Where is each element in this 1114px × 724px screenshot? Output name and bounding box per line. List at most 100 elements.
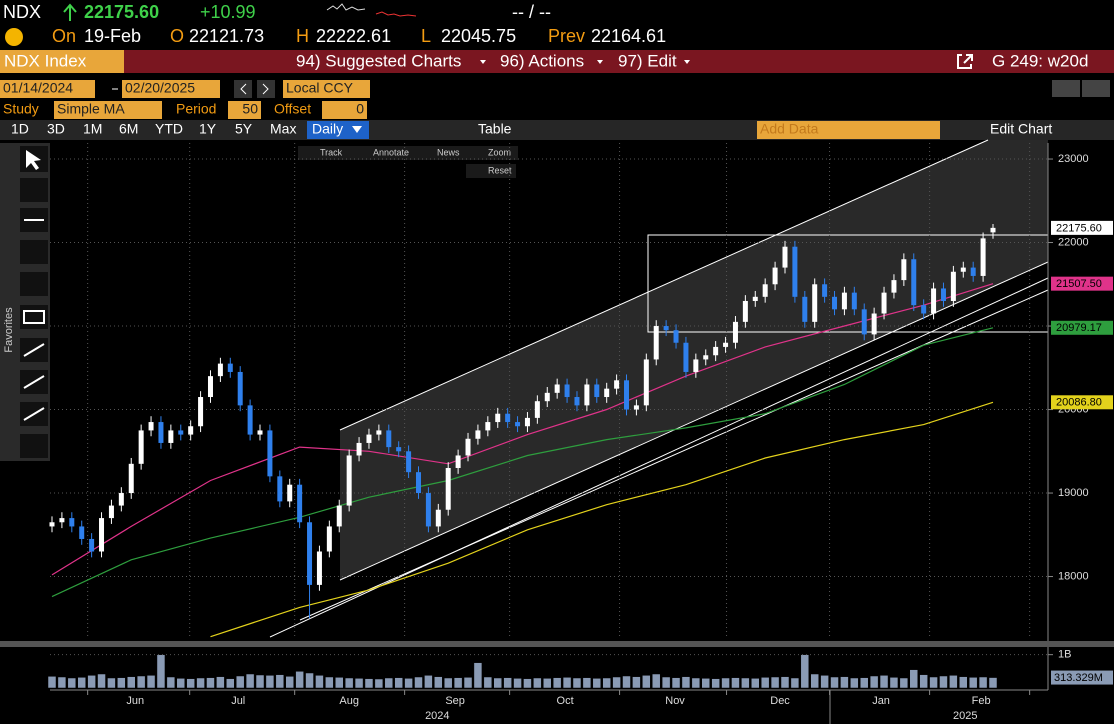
candle-body xyxy=(792,246,798,297)
candle-body xyxy=(713,346,719,356)
candle-body xyxy=(921,305,927,314)
table-btn[interactable]: Table xyxy=(478,121,512,137)
clock-icon xyxy=(5,28,23,46)
range-btn[interactable]: 5Y xyxy=(235,121,253,137)
candle-body xyxy=(485,422,491,431)
end-date[interactable]: 02/20/2025 xyxy=(125,80,195,96)
tool-btn[interactable] xyxy=(20,178,48,202)
tool-btn[interactable] xyxy=(20,240,48,264)
candle-body xyxy=(990,227,996,233)
volume-bar xyxy=(800,654,810,689)
frequency[interactable]: Daily xyxy=(312,121,343,137)
favorites[interactable]: Favorites xyxy=(3,307,15,353)
popout-icon[interactable] xyxy=(957,54,973,69)
candle-body xyxy=(950,271,956,301)
currency-box[interactable] xyxy=(283,80,370,98)
candle-body xyxy=(386,430,392,448)
menu[interactable]: 94) Suggested Charts xyxy=(296,51,461,70)
menu[interactable]: 96) Actions xyxy=(500,51,584,70)
nav-btn[interactable] xyxy=(234,80,252,98)
range-btn[interactable]: YTD xyxy=(155,121,183,137)
reset[interactable]: Reset xyxy=(488,165,512,175)
volume-bar xyxy=(552,677,562,689)
candle-body xyxy=(693,359,699,372)
range-btn[interactable]: 1Y xyxy=(199,121,217,137)
volume-bar xyxy=(275,674,285,689)
x-tick-label: Jul xyxy=(231,695,245,707)
volume-bar xyxy=(473,662,483,689)
chart-tool[interactable]: Track xyxy=(320,147,343,157)
offset[interactable]: 0 xyxy=(356,101,364,117)
security-box[interactable] xyxy=(0,50,124,73)
rect-icon xyxy=(23,310,45,324)
caret xyxy=(480,60,486,64)
chart-tool[interactable]: Annotate xyxy=(373,147,409,157)
tool-btn[interactable] xyxy=(20,272,48,296)
security[interactable]: NDX Index xyxy=(4,51,87,70)
start-date[interactable]: 01/14/2024 xyxy=(3,80,73,96)
edit-chart[interactable]: Edit Chart xyxy=(990,121,1052,137)
study[interactable]: Simple MA xyxy=(57,101,125,117)
undo-btn[interactable] xyxy=(1052,80,1080,97)
study-label: Study xyxy=(3,101,39,117)
volume-bar xyxy=(671,677,681,689)
volume-bar xyxy=(354,678,364,689)
x-tick-label: Sep xyxy=(445,695,465,707)
candle-body xyxy=(772,267,778,285)
range-btn[interactable]: 1D xyxy=(11,121,29,137)
volume-bar xyxy=(869,675,879,689)
candle-body xyxy=(257,430,263,435)
volume-bar xyxy=(642,675,651,689)
year-label: 2025 xyxy=(953,710,977,722)
candle-body xyxy=(782,246,788,268)
volume-bar xyxy=(582,677,592,689)
volume-bar xyxy=(949,675,958,689)
candle-body xyxy=(534,401,540,418)
candle-body xyxy=(99,518,105,552)
price-tag xyxy=(1051,220,1113,235)
caret xyxy=(597,60,603,64)
chart-tool[interactable]: Zoom xyxy=(488,147,511,157)
currency[interactable]: Local CCY xyxy=(286,80,354,96)
range-btn[interactable]: 3D xyxy=(47,121,65,137)
nav-btn[interactable] xyxy=(257,80,275,98)
volume-bar xyxy=(443,677,453,689)
candle-body xyxy=(544,392,550,402)
candle-body xyxy=(168,430,174,443)
volume-bar xyxy=(850,677,859,689)
volume-bar xyxy=(156,654,166,689)
chart-tools xyxy=(298,146,518,160)
menu[interactable]: 97) Edit xyxy=(618,51,677,70)
date-box[interactable] xyxy=(0,80,95,98)
caret xyxy=(684,60,690,64)
range-btn[interactable]: 1M xyxy=(83,121,102,137)
candle-body xyxy=(524,417,530,427)
volume-bar xyxy=(919,674,928,689)
volume-bar xyxy=(572,677,582,689)
date-box[interactable] xyxy=(122,80,220,98)
period[interactable]: 50 xyxy=(242,101,258,117)
add-data[interactable]: Add Data xyxy=(760,121,819,137)
candle-body xyxy=(901,259,907,281)
candle-body xyxy=(604,388,610,398)
study-box[interactable] xyxy=(54,101,162,119)
period-box[interactable] xyxy=(228,101,261,119)
volume-bar xyxy=(226,678,235,689)
range-btn[interactable]: Max xyxy=(270,121,296,137)
range-btn[interactable]: 6M xyxy=(119,121,138,137)
offset-box[interactable] xyxy=(322,101,367,119)
candle-body xyxy=(554,384,560,393)
add-data-box[interactable] xyxy=(757,121,940,139)
redo-btn[interactable] xyxy=(1082,80,1110,97)
candle-body xyxy=(277,476,283,502)
tool-btn[interactable] xyxy=(20,434,48,458)
chart-tool[interactable]: News xyxy=(437,147,460,157)
volume-bar xyxy=(929,676,938,689)
candle-body xyxy=(683,342,689,372)
reset-btn[interactable] xyxy=(466,164,516,178)
candle-body xyxy=(108,505,114,519)
candle-body xyxy=(138,430,144,464)
frequency-box[interactable] xyxy=(307,121,369,139)
volume-bar xyxy=(879,675,889,689)
